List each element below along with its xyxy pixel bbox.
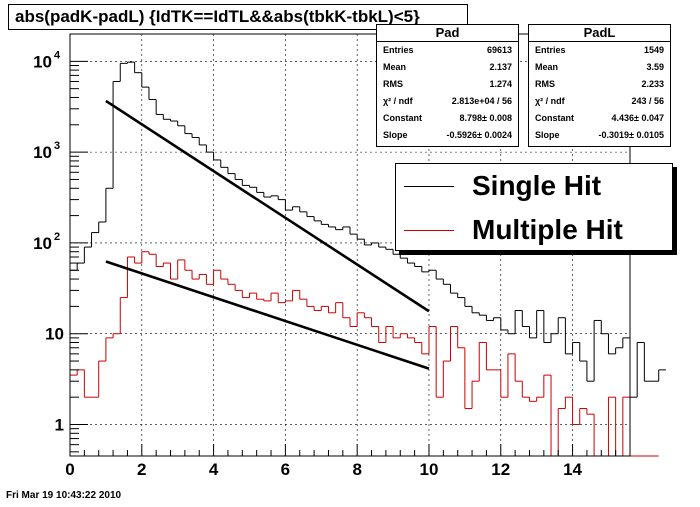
legend-entry-single: Single Hit [396,166,672,206]
stats-row: Slope -0.3019± 0.0105 [529,127,670,144]
stats-padl-name: PadL [529,25,670,42]
x-tick-label: 14 [563,460,582,479]
stats-value: 2.233 [641,79,664,89]
stats-label: Slope [535,130,560,140]
x-axis: 0 2 4 6 8 10 12 14 [65,444,631,479]
y-tick-exponent: 2 [54,231,60,243]
legend: Single Hit Multiple Hit [395,163,673,251]
stats-value: 69613 [486,45,512,55]
stats-row: RMS 2.233 [529,76,670,93]
legend-line-single [404,185,454,187]
stats-label: χ² / ndf [383,96,413,106]
stats-label: Slope [383,130,408,140]
stats-value: 1549 [643,45,664,55]
stats-row: Constant 8.798± 0.008 [377,110,518,127]
x-tick-label: 6 [281,460,290,479]
stats-value: -0.5926± 0.0024 [446,130,513,140]
stats-box-padl: PadL Entries 1549 Mean 3.59 RMS 2.233 χ² / ndf… [528,24,671,147]
stats-value: -0.3019± 0.0105 [598,130,665,140]
x-tick-label: 4 [209,460,219,479]
stats-label: RMS [383,79,403,89]
legend-label-multiple: Multiple Hit [472,214,623,245]
x-tick-label: 2 [137,460,146,479]
stats-row: Entries 69613 [377,42,518,59]
stats-value: 2.813e+04 / 56 [451,96,512,106]
stats-label: RMS [535,79,555,89]
stats-box-pad: Pad Entries 69613 Mean 2.137 RMS 1.274 χ² / nd… [376,24,519,147]
stats-value: 8.798± 0.008 [459,113,512,123]
stats-row: Mean 2.137 [377,59,518,76]
y-tick-label: 10 [33,52,52,71]
stats-row: χ² / ndf 243 / 56 [529,93,670,110]
legend-line-multiple [404,229,454,231]
series-multiple-hit [70,251,659,457]
y-tick-exponent: 4 [54,49,61,61]
fit-line-single [105,99,430,313]
x-tick-label: 0 [65,460,74,479]
chart-title: abs(padK-padL) {IdTK==IdTL&&abs(tbkK-tbk… [8,4,468,30]
stats-row: RMS 1.274 [377,76,518,93]
timestamp-footer: Fri Mar 19 10:43:22 2010 [6,490,122,501]
stats-label: Mean [383,62,407,72]
fit-lines [105,99,430,370]
y-tick-label: 10 [33,143,52,162]
y-tick-exponent: 3 [54,140,60,152]
stats-pad-name: Pad [377,25,518,42]
stats-label: Entries [535,45,566,55]
stats-value: 3.59 [646,62,664,72]
stats-value: 243 / 56 [631,96,664,106]
x-tick-label: 8 [352,460,361,479]
histogram-series [70,61,666,457]
y-tick-label: 10 [33,234,52,253]
stats-row: Entries 1549 [529,42,670,59]
y-tick-label: 10 [45,325,64,344]
x-tick-label: 10 [420,460,439,479]
stats-label: Constant [383,113,422,123]
stats-label: χ² / ndf [535,96,565,106]
stats-row: Constant 4.436± 0.047 [529,110,670,127]
fit-line-multiple [105,260,430,370]
stats-value: 4.436± 0.047 [611,113,664,123]
stats-label: Entries [383,45,414,55]
stats-row: Slope -0.5926± 0.0024 [377,127,518,144]
stats-label: Constant [535,113,574,123]
stats-value: 1.274 [489,79,512,89]
y-tick-label: 1 [55,416,64,435]
legend-entry-multiple: Multiple Hit [396,210,672,250]
stats-row: Mean 3.59 [529,59,670,76]
stats-label: Mean [535,62,559,72]
x-tick-label: 12 [491,460,510,479]
legend-label-single: Single Hit [472,170,602,201]
stats-row: χ² / ndf 2.813e+04 / 56 [377,93,518,110]
stats-value: 2.137 [489,62,512,72]
